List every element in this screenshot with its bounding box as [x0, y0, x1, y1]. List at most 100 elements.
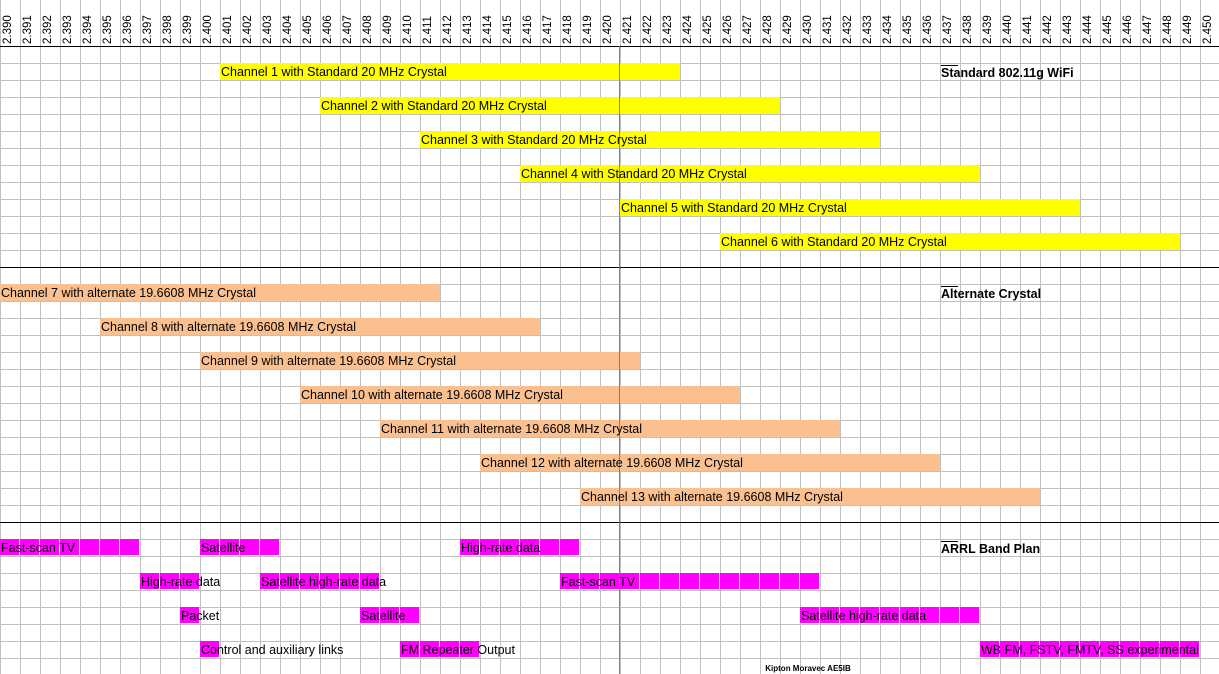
- band-cell: [400, 641, 419, 657]
- band-cell: [260, 539, 279, 555]
- channel-bar: [620, 199, 1080, 216]
- band-cell: [1120, 641, 1139, 657]
- bar-label: Satellite high-rate data: [261, 575, 386, 589]
- x-tick-label: 2.437: [942, 15, 954, 44]
- x-tick-label: 2.414: [482, 15, 494, 44]
- x-tick-label: 2.394: [82, 15, 94, 44]
- x-tick-label: 2.403: [262, 15, 274, 44]
- band-cell: [440, 641, 459, 657]
- bar-label: High-rate data: [461, 541, 540, 555]
- band-cell: [660, 573, 679, 589]
- band-cell: [1040, 641, 1059, 657]
- band-cell: [180, 607, 199, 623]
- band-cell: [880, 607, 899, 623]
- bar-label: Satellite: [201, 541, 246, 555]
- band-cell: [1080, 641, 1099, 657]
- band-cell: [140, 573, 159, 589]
- band-cell: [1160, 641, 1179, 657]
- x-tick-label: 2.429: [782, 15, 794, 44]
- channel-bar: [200, 352, 640, 369]
- section-header: Standard 802.11g WiFi: [941, 66, 1074, 80]
- x-tick-label: 2.410: [402, 15, 414, 44]
- x-axis-tick-labels: 2.390 2.391 2.392 2.393 2.394 2.395 2.396 2.397…: [2, 15, 1214, 44]
- band-cell: [60, 539, 79, 555]
- section-header: ARRL Band Plan: [941, 542, 1040, 556]
- x-tick-label: 2.442: [1042, 15, 1054, 44]
- band-cell: [220, 539, 239, 555]
- x-tick-label: 2.419: [582, 15, 594, 44]
- channel-bar: [100, 318, 540, 335]
- x-tick-label: 2.426: [722, 15, 734, 44]
- x-tick-label: 2.390: [2, 15, 14, 44]
- band-cell: [40, 539, 59, 555]
- band-cell: [820, 607, 839, 623]
- bar-label: Channel 6 with Standard 20 MHz Crystal: [721, 235, 947, 249]
- x-tick-label: 2.447: [1142, 15, 1154, 44]
- band-cell: [600, 573, 619, 589]
- band-cell: [500, 539, 519, 555]
- x-tick-label: 2.422: [642, 15, 654, 44]
- band-cell: [560, 539, 579, 555]
- x-tick-label: 2.412: [442, 15, 454, 44]
- bar-label: Channel 13 with alternate 19.6608 MHz Cr…: [581, 490, 843, 504]
- bar-label: Fast-scan TV: [1, 541, 76, 555]
- bar-label: Channel 7 with alternate 19.6608 MHz Cry…: [1, 286, 256, 300]
- x-tick-label: 2.432: [842, 15, 854, 44]
- x-tick-label: 2.450: [1202, 15, 1214, 44]
- x-tick-label: 2.405: [302, 15, 314, 44]
- band-cell: [560, 573, 579, 589]
- x-tick-label: 2.407: [342, 15, 354, 44]
- band-cell: [300, 573, 319, 589]
- channel-bar: [480, 454, 940, 471]
- x-tick-label: 2.424: [682, 15, 694, 44]
- band-cell: [460, 641, 479, 657]
- x-tick-label: 2.397: [142, 15, 154, 44]
- band-cell: [340, 573, 359, 589]
- x-tick-label: 2.399: [182, 15, 194, 44]
- x-tick-label: 2.441: [1022, 15, 1034, 44]
- x-tick-label: 2.413: [462, 15, 474, 44]
- band-cell: [400, 607, 419, 623]
- x-tick-label: 2.434: [882, 15, 894, 44]
- x-tick-label: 2.395: [102, 15, 114, 44]
- band-cell: [540, 539, 559, 555]
- bar-label: Channel 4 with Standard 20 MHz Crystal: [521, 167, 747, 181]
- band-cell: [460, 539, 479, 555]
- x-tick-label: 2.438: [962, 15, 974, 44]
- x-tick-label: 2.396: [122, 15, 134, 44]
- x-tick-label: 2.420: [602, 15, 614, 44]
- band-cell: [280, 573, 299, 589]
- bar-labels-layer: Channel 1 with Standard 20 MHz Crystal Ch…: [1, 65, 1199, 657]
- bar-label: Satellite: [361, 609, 406, 623]
- x-tick-label: 2.406: [322, 15, 334, 44]
- x-tick-label: 2.445: [1102, 15, 1114, 44]
- band-cell: [720, 573, 739, 589]
- band-cell: [420, 641, 439, 657]
- band-cell: [840, 607, 859, 623]
- x-tick-label: 2.446: [1122, 15, 1134, 44]
- band-cell: [800, 607, 819, 623]
- band-cell: [760, 573, 779, 589]
- x-tick-label: 2.436: [922, 15, 934, 44]
- band-cell: [480, 539, 499, 555]
- band-cell: [520, 539, 539, 555]
- band-cell: [920, 607, 939, 623]
- band-cell: [1060, 641, 1079, 657]
- x-tick-label: 2.425: [702, 15, 714, 44]
- band-cell: [380, 607, 399, 623]
- bar-label: Channel 8 with alternate 19.6608 MHz Cry…: [101, 320, 356, 334]
- channel-bar: [380, 420, 840, 437]
- section-headers: Standard 802.11g WiFi Alternate Crystal AR…: [941, 65, 1074, 556]
- x-tick-label: 2.398: [162, 15, 174, 44]
- x-tick-label: 2.448: [1162, 15, 1174, 44]
- x-tick-label: 2.423: [662, 15, 674, 44]
- band-cell: [1180, 641, 1199, 657]
- channel-bar: [220, 63, 680, 80]
- x-tick-label: 2.411: [422, 16, 434, 44]
- bar-label: Channel 2 with Standard 20 MHz Crystal: [321, 99, 547, 113]
- x-tick-label: 2.416: [522, 15, 534, 44]
- channel-bar: [320, 97, 780, 114]
- channel-bar: [420, 131, 880, 148]
